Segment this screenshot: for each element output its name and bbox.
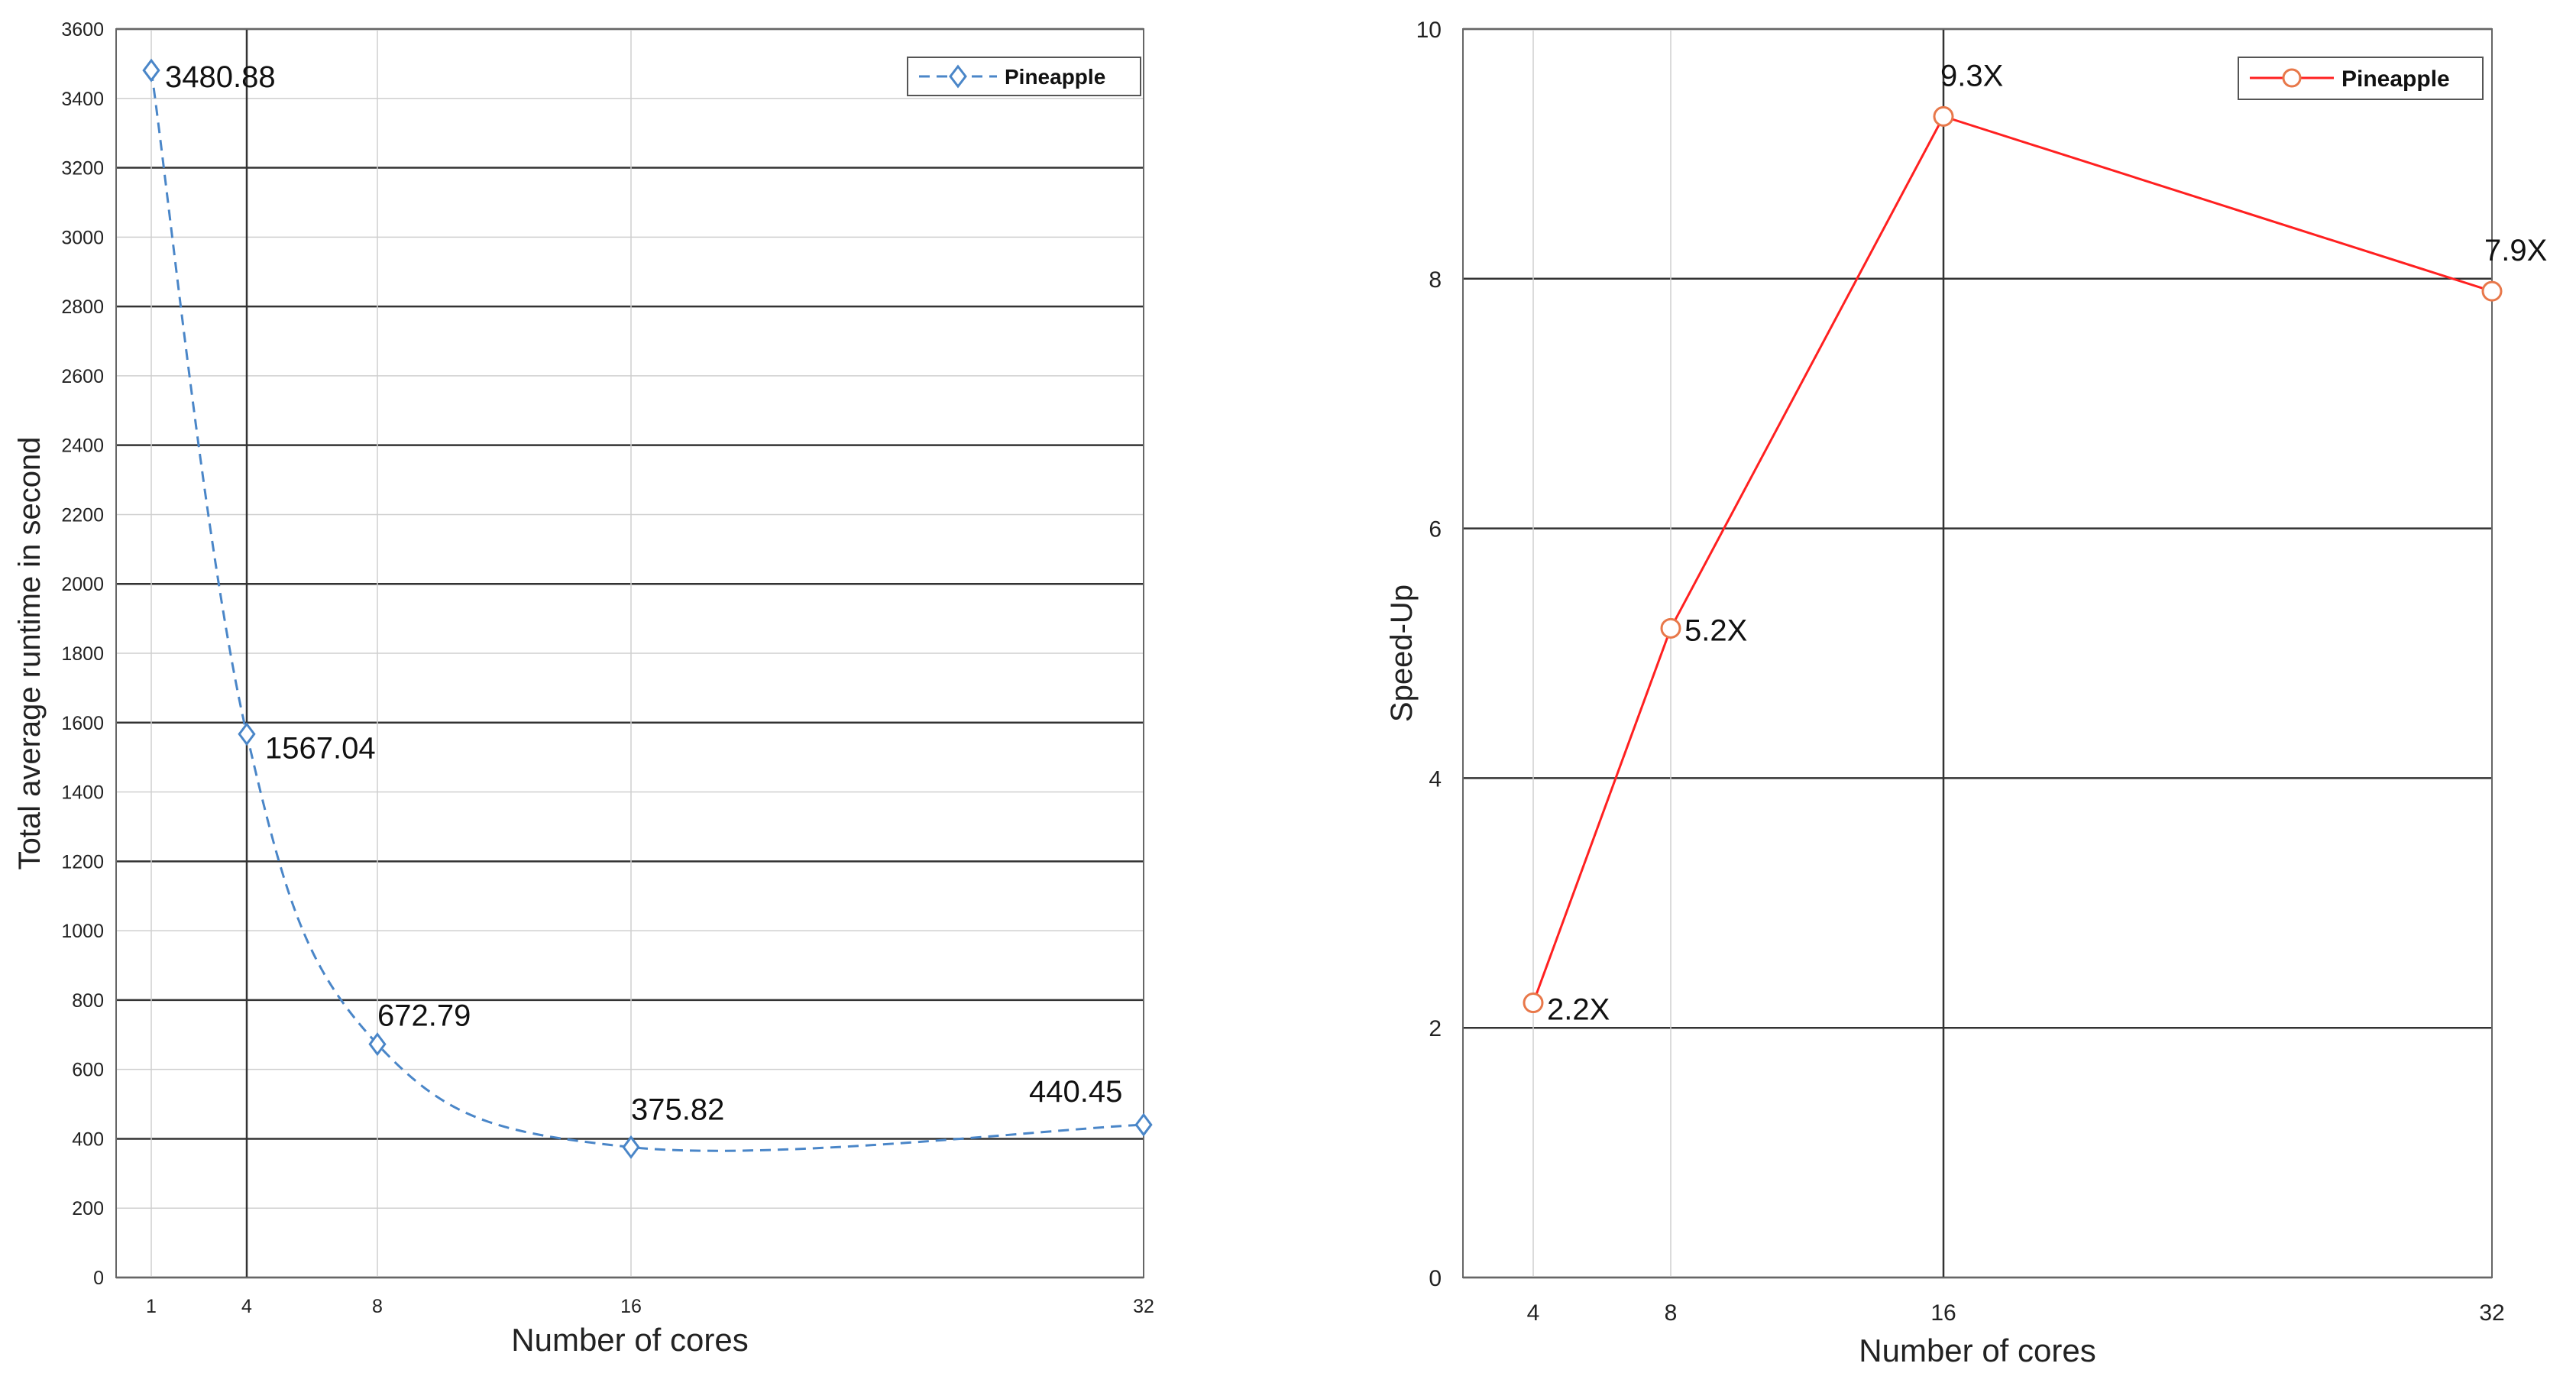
y-tick-label: 2800 — [61, 296, 104, 318]
legend-label: Pineapple — [2341, 66, 2450, 92]
x-axis-label: Number of cores — [1859, 1333, 2095, 1368]
legend-marker — [2282, 68, 2302, 88]
x-tick-label: 32 — [1133, 1296, 1154, 1317]
data-point-marker — [142, 58, 160, 83]
y-tick-label: 3600 — [61, 19, 104, 40]
y-tick-label: 400 — [72, 1129, 104, 1150]
y-tick-label: 2600 — [61, 366, 104, 387]
data-label: 5.2X — [1684, 614, 1747, 647]
y-tick-label: 200 — [72, 1198, 104, 1219]
data-label: 9.3X — [1940, 59, 2003, 92]
x-axis-label: Number of cores — [511, 1322, 748, 1358]
x-tick-label: 8 — [372, 1296, 383, 1317]
plot-frame — [1462, 28, 2493, 1278]
data-point-marker — [368, 1032, 387, 1057]
runtime-chart: 0 200 400 600 800 1000 1200 1400 1600 1800 2000 220… — [13, 19, 1154, 1358]
x-tick-label: 4 — [241, 1296, 252, 1317]
y-tick-label: 2 — [1429, 1016, 1442, 1041]
y-tick-label: 600 — [72, 1060, 104, 1081]
legend: Pineapple — [2238, 57, 2484, 100]
plot-frame — [115, 28, 1144, 1278]
y-tick-label: 4 — [1429, 766, 1442, 792]
y-tick-label: 10 — [1416, 18, 1442, 43]
data-label: 3480.88 — [165, 60, 276, 94]
y-tick-label: 1600 — [61, 713, 104, 734]
data-point-marker — [1134, 1112, 1153, 1137]
x-tick-label: 16 — [620, 1296, 642, 1317]
y-tick-label: 3200 — [61, 158, 104, 180]
y-tick-label: 3000 — [61, 227, 104, 248]
y-axis-label: Speed-Up — [1385, 584, 1419, 722]
data-label: 7.9X — [2484, 234, 2547, 267]
data-point-marker — [1660, 617, 1681, 639]
y-tick-label: 2400 — [61, 436, 104, 457]
data-point-marker — [2481, 280, 2503, 302]
y-axis-label: Total average runtime in second — [13, 437, 47, 870]
y-tick-label: 0 — [93, 1268, 104, 1289]
x-tick-label: 16 — [1930, 1300, 1956, 1326]
speedup-chart: 0 2 4 6 8 10 4 8 16 32 Number of cores Speed-Up 2.2X… — [1385, 18, 2547, 1368]
data-point-marker — [1933, 105, 1954, 127]
legend-marker — [949, 64, 967, 89]
y-tick-label: 1800 — [61, 643, 104, 665]
y-tick-label: 1400 — [61, 782, 104, 804]
legend: Pineapple — [907, 57, 1141, 96]
y-tick-label: 2000 — [61, 574, 104, 595]
data-point-marker — [238, 722, 256, 746]
y-tick-label: 3400 — [61, 89, 104, 110]
data-label: 440.45 — [1029, 1075, 1122, 1109]
series-line-pineapple — [150, 70, 1144, 1152]
data-point-marker — [1523, 993, 1544, 1014]
legend-label: Pineapple — [1005, 65, 1105, 89]
y-tick-label: 2200 — [61, 504, 104, 526]
y-tick-label: 800 — [72, 990, 104, 1012]
data-label: 375.82 — [631, 1093, 724, 1126]
y-tick-label: 1200 — [61, 851, 104, 873]
data-label: 2.2X — [1547, 993, 1610, 1027]
y-tick-label: 6 — [1429, 517, 1442, 542]
y-tick-label: 8 — [1429, 267, 1442, 293]
x-tick-label: 1 — [146, 1296, 157, 1317]
data-point-marker — [622, 1135, 640, 1159]
series-line-pineapple — [1532, 115, 2493, 1004]
y-tick-label: 1000 — [61, 921, 104, 942]
data-label: 1567.04 — [265, 732, 376, 766]
x-tick-label: 4 — [1527, 1300, 1540, 1326]
data-label: 672.79 — [377, 999, 471, 1033]
x-tick-label: 8 — [1665, 1300, 1678, 1326]
x-tick-label: 32 — [2479, 1300, 2504, 1326]
y-tick-label: 0 — [1429, 1266, 1442, 1291]
